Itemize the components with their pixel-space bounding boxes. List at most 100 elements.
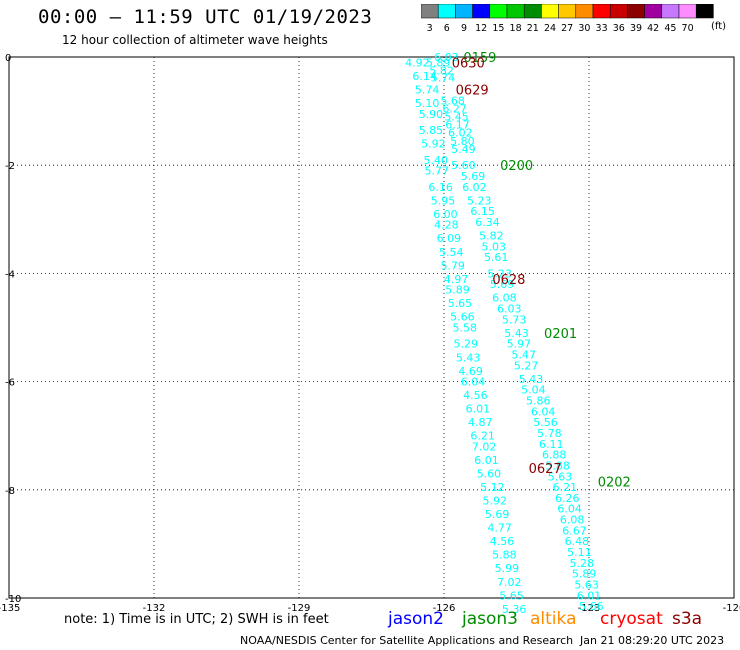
legend-tick-label: 21: [527, 23, 539, 34]
pass-time-label: 0202: [598, 476, 631, 491]
legend-tick-label: 12: [475, 23, 487, 34]
swh-point-label: 6.01: [474, 454, 499, 467]
swh-point-label: 6.02: [448, 127, 473, 140]
swh-point-label: 5.89: [445, 284, 470, 297]
chart-subtitle: 12 hour collection of altimeter wave hei…: [62, 33, 328, 47]
legend-tick-label: 15: [492, 23, 504, 34]
swh-point-label: 6.21: [470, 430, 495, 443]
x-tick-label: -126: [433, 603, 456, 614]
swh-point-label: 5.66: [579, 600, 604, 613]
legend-tick-label: 24: [544, 23, 556, 34]
swh-point-label: 6.34: [475, 216, 500, 229]
swh-point-label: 5.11: [567, 546, 592, 559]
satellite-altika: altika: [530, 609, 577, 629]
x-tick-label: -135: [0, 603, 20, 614]
legend-swatch: [695, 3, 714, 19]
swh-point-label: 5.03: [482, 240, 507, 253]
swh-point-label: 6.48: [565, 535, 590, 548]
swh-point-label: 5.95: [431, 194, 456, 207]
satellite-jason3: jason3: [462, 609, 518, 629]
swh-point-label: 6.04: [557, 503, 582, 516]
swh-point-label: 5.56: [533, 416, 558, 429]
legend-tick-label: 18: [510, 23, 522, 34]
swh-point-label: 5.23: [487, 267, 512, 280]
swh-point-label: 6.21: [553, 481, 578, 494]
swh-point-label: 5.82: [429, 65, 454, 78]
swh-point-label: 6.14: [412, 70, 437, 83]
satellite-jason2: jason2: [388, 609, 444, 629]
legend-unit: (ft): [711, 21, 727, 32]
swh-point-label: 5.43: [519, 373, 544, 386]
legend-tick-label: 70: [682, 23, 694, 34]
pass-time-label: 0201: [544, 327, 577, 342]
swh-point-label: 5.66: [450, 311, 475, 324]
swh-point-label: 6.01: [466, 403, 491, 416]
swh-point-label: 5.12: [480, 481, 505, 494]
swh-point-label: 6.67: [562, 524, 587, 537]
legend-tick-label: 9: [461, 23, 467, 34]
swh-point-label: 5.43: [504, 327, 529, 340]
swh-point-label: 6.04: [461, 376, 486, 389]
swh-point-label: 5.65: [448, 297, 473, 310]
swh-point-label: 5.40: [424, 154, 449, 167]
swh-point-label: 5.63: [574, 578, 599, 591]
y-tick-label: -6: [5, 378, 15, 389]
swh-point-label: 6.03: [434, 51, 459, 64]
pass-time-label: 0159: [463, 51, 496, 66]
swh-point-label: 6.16: [428, 181, 453, 194]
swh-point-label: 5.77: [425, 165, 450, 178]
swh-point-label: 5.80: [450, 135, 475, 148]
swh-point-label: 6.01: [577, 589, 602, 602]
swh-point-label: 4.56: [463, 389, 488, 402]
swh-point-label: 6.17: [445, 119, 470, 132]
swh-point-label: 5.29: [454, 338, 479, 351]
y-tick-label: -8: [5, 486, 15, 497]
swh-point-label: 5.65: [499, 589, 524, 602]
legend-tick-label: 33: [596, 23, 608, 34]
footer-credit: NOAA/NESDIS Center for Satellite Applica…: [240, 634, 574, 647]
swh-point-label: 5.49: [451, 143, 476, 156]
swh-point-label: 5.74: [415, 83, 440, 96]
swh-point-label: 4.77: [487, 522, 512, 535]
satellite-s3a: s3a: [672, 609, 703, 629]
swh-point-label: 6.02: [462, 181, 487, 194]
legend-tick-label: 30: [578, 23, 590, 34]
swh-point-label: 6.26: [555, 492, 580, 505]
swh-point-label: 5.47: [512, 349, 537, 362]
pass-time-label: 0628: [492, 273, 525, 288]
y-tick-label: -2: [5, 161, 15, 172]
swh-point-label: 5.54: [439, 246, 464, 259]
swh-point-label: 5.43: [456, 351, 481, 364]
swh-point-label: 4.97: [444, 273, 469, 286]
y-tick-label: -4: [5, 269, 15, 280]
pass-time-label: 0200: [500, 159, 533, 174]
pass-time-label: 0630: [452, 56, 485, 71]
swh-point-label: 6.04: [531, 405, 556, 418]
plot-frame: [8, 56, 735, 599]
swh-point-label: 5.88: [545, 459, 570, 472]
swh-point-label: 5.04: [521, 384, 546, 397]
legend-tick-label: 27: [561, 23, 573, 34]
swh-point-label: 6.09: [437, 232, 462, 245]
swh-point-label: 4.69: [458, 365, 483, 378]
legend-tick-label: 6: [444, 23, 450, 34]
swh-point-label: 7.02: [497, 576, 522, 589]
legend-tick-label: 45: [664, 23, 676, 34]
swh-point-label: 5.85: [419, 124, 444, 137]
swh-point-label: 5.10: [415, 97, 440, 110]
swh-point-label: 5.69: [461, 170, 486, 183]
swh-point-label: 5.69: [490, 278, 515, 291]
swh-point-label: 5.90: [419, 108, 444, 121]
swh-point-label: 5.92: [421, 138, 446, 151]
satellite-cryosat: cryosat: [600, 609, 663, 629]
swh-point-label: 5.82: [479, 230, 504, 243]
swh-point-label: 5.63: [548, 470, 573, 483]
legend-tick-label: 39: [630, 23, 642, 34]
swh-point-label: 5.92: [483, 495, 508, 508]
swh-point-label: 6.08: [492, 292, 517, 305]
swh-point-label: 5.99: [495, 562, 520, 575]
swh-point-label: 5.61: [484, 251, 509, 264]
swh-point-label: 5.88: [492, 549, 517, 562]
footer-timestamp: Jan 21 08:29:20 UTC 2023: [580, 634, 725, 647]
